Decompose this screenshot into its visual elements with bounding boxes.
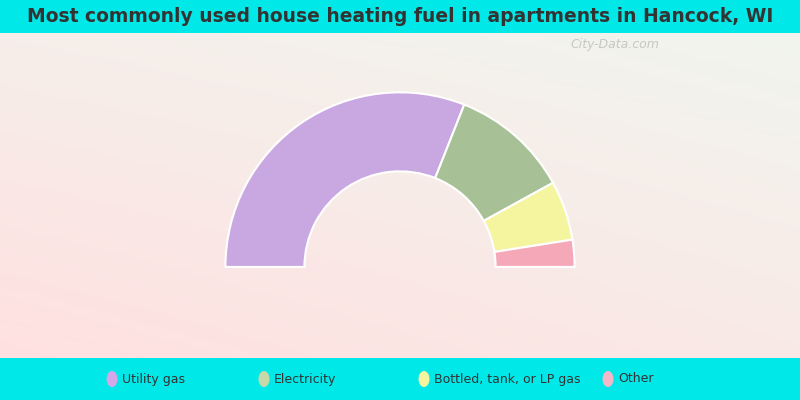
Ellipse shape [418, 371, 430, 387]
Wedge shape [494, 240, 574, 267]
Ellipse shape [106, 371, 118, 387]
Ellipse shape [602, 371, 614, 387]
Text: Electricity: Electricity [274, 372, 336, 386]
Text: Most commonly used house heating fuel in apartments in Hancock, WI: Most commonly used house heating fuel in… [27, 6, 773, 26]
Wedge shape [226, 92, 464, 267]
Wedge shape [484, 183, 573, 252]
Text: City-Data.com: City-Data.com [570, 38, 659, 51]
Text: Bottled, tank, or LP gas: Bottled, tank, or LP gas [434, 372, 581, 386]
Bar [0, 0, 800, 35]
Wedge shape [435, 104, 553, 221]
Text: Utility gas: Utility gas [122, 372, 185, 386]
Text: Other: Other [618, 372, 654, 386]
Ellipse shape [258, 371, 270, 387]
Bar [0, 358, 800, 400]
